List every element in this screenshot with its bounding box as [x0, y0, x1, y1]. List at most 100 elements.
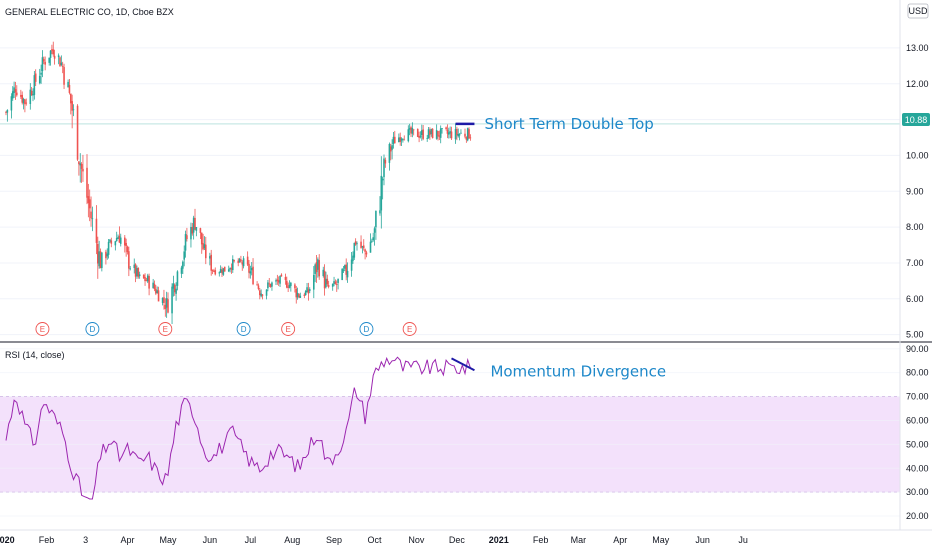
rsi-tick-label: 60.00: [906, 415, 929, 425]
candle: [380, 156, 383, 229]
time-tick-label: Feb: [39, 535, 55, 545]
divergence-label[interactable]: Momentum Divergence: [490, 362, 666, 380]
price-tick-label: 6.00: [906, 294, 924, 304]
candle-body: [392, 136, 395, 144]
candle: [115, 231, 118, 242]
candle: [422, 125, 424, 141]
candle-body: [156, 290, 158, 294]
badge-circle: [158, 322, 173, 336]
candle-body: [29, 89, 32, 105]
candle: [430, 128, 433, 137]
candle-body: [232, 259, 234, 271]
badge-circle: [236, 322, 251, 336]
candle: [454, 123, 457, 144]
candle: [57, 53, 60, 65]
candle-body: [40, 72, 42, 75]
candle: [43, 56, 45, 65]
dividend-badge[interactable]: D: [85, 322, 100, 336]
earnings-badge[interactable]: E: [402, 322, 417, 336]
candle-body: [342, 269, 345, 271]
candle: [304, 289, 307, 296]
dividend-badge[interactable]: D: [359, 322, 374, 336]
candle-body: [318, 260, 320, 277]
candle: [60, 55, 63, 67]
candle-body: [126, 246, 129, 253]
candle-body: [142, 274, 145, 279]
candle: [410, 125, 412, 138]
candle: [119, 233, 122, 247]
candle: [76, 104, 79, 161]
candle: [157, 286, 160, 302]
candle-body: [438, 135, 441, 137]
time-axis[interactable]: 2020 Feb 3 Apr May Jun Jul Aug Sep Oct Nov Dec 2021 F…: [0, 529, 932, 545]
candle: [323, 264, 326, 296]
candle-body: [34, 73, 37, 82]
candle: [345, 258, 347, 281]
candle: [421, 124, 423, 141]
candle-body: [213, 271, 215, 272]
candle-body: [44, 61, 46, 65]
badge-label: D: [364, 325, 370, 334]
candle-body: [341, 268, 343, 281]
time-tick-label: May: [652, 535, 670, 545]
candle-body: [242, 258, 245, 267]
candle: [232, 255, 234, 273]
candle: [268, 277, 271, 288]
candle: [59, 56, 61, 67]
candle: [163, 289, 165, 310]
candle-body: [248, 263, 250, 273]
candle: [125, 238, 127, 257]
candle-body: [421, 130, 423, 136]
candle-body: [182, 261, 184, 269]
candle: [53, 49, 56, 65]
candle-body: [306, 287, 308, 293]
double-top-label[interactable]: Short Term Double Top: [484, 115, 653, 133]
candle-body: [364, 249, 366, 252]
candle: [218, 271, 221, 277]
candle: [203, 236, 206, 250]
candle-body: [227, 269, 230, 272]
time-tick-label: Feb: [533, 535, 549, 545]
candle: [354, 238, 357, 246]
candle-body: [466, 128, 469, 141]
currency-badge[interactable]: [907, 3, 929, 19]
time-tick-label: Oct: [368, 535, 383, 545]
candle: [362, 239, 365, 251]
candle: [213, 268, 215, 273]
candle: [437, 130, 439, 141]
candle: [124, 235, 126, 253]
earnings-badge[interactable]: E: [158, 322, 173, 336]
candle-body: [326, 278, 329, 285]
price-pane[interactable]: E D E D E D E Short Term Double Top GENERAL EL…: [0, 7, 900, 336]
rsi-pane[interactable]: Momentum Divergence RSI (14, close): [0, 348, 900, 517]
candle: [129, 265, 131, 271]
candle: [290, 281, 292, 292]
price-tick-label: 5.00: [906, 330, 924, 340]
candle: [308, 287, 311, 294]
candle-body: [21, 94, 23, 103]
candle-body: [6, 110, 9, 113]
candle-body: [13, 87, 15, 94]
candle-body: [394, 136, 396, 144]
candle: [13, 81, 15, 99]
candle-body: [125, 242, 127, 247]
candle-body: [146, 275, 149, 282]
earnings-badge[interactable]: E: [281, 322, 296, 336]
dividend-badge[interactable]: D: [236, 322, 251, 336]
divergence-line[interactable]: [451, 357, 475, 372]
candle: [49, 49, 52, 66]
candle-body: [88, 199, 91, 209]
candle: [322, 266, 325, 278]
candle-body: [346, 270, 349, 278]
candle: [194, 208, 196, 231]
currency-label[interactable]: USD: [908, 6, 928, 16]
candle-body: [22, 98, 25, 104]
candle: [246, 251, 249, 267]
time-tick-label: 2020: [0, 535, 15, 545]
candle-body: [268, 283, 271, 285]
earnings-badge[interactable]: E: [35, 322, 50, 336]
price-axis[interactable]: 5.006.007.008.009.0010.0011.0012.0013.00…: [899, 0, 930, 530]
